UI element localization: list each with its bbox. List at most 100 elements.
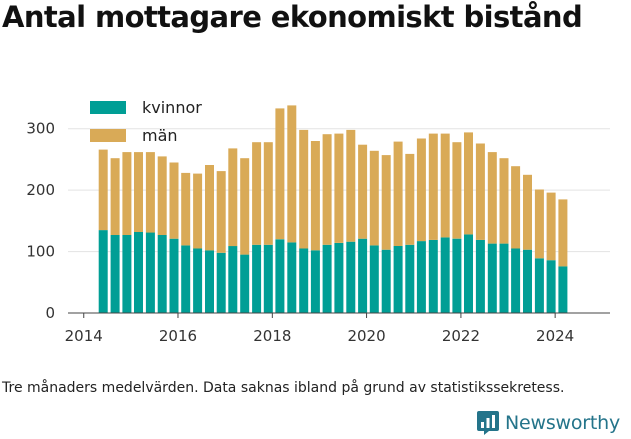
bar-kvinnor xyxy=(369,245,379,313)
bar-man xyxy=(416,138,426,242)
bar-kvinnor xyxy=(157,235,167,313)
x-tick-label: 2020 xyxy=(347,327,385,345)
bar-kvinnor xyxy=(252,244,262,313)
bar-kvinnor xyxy=(169,238,179,313)
x-tick-label: 2024 xyxy=(536,327,574,345)
bar-man xyxy=(346,129,356,242)
bar-man xyxy=(122,152,132,235)
bar-kvinnor xyxy=(475,239,485,313)
bar-man xyxy=(228,148,238,247)
bar-chart: 0 100 200 300 2014 2016 2018 2020 2022 2024 kvinn… xyxy=(26,98,610,345)
bar-man xyxy=(240,158,250,255)
bar-kvinnor xyxy=(346,241,356,313)
bar-man xyxy=(428,133,438,240)
bar-kvinnor xyxy=(134,231,143,313)
bar-kvinnor xyxy=(181,245,191,313)
y-tick-label: 0 xyxy=(45,304,55,322)
bar-man xyxy=(511,166,521,249)
brand-logo: Newsworthy xyxy=(476,408,620,438)
bar-man xyxy=(452,142,462,239)
y-tick-label: 200 xyxy=(26,181,55,199)
bar-kvinnor xyxy=(428,239,438,313)
bar-kvinnor xyxy=(205,250,214,313)
bar-kvinnor xyxy=(193,248,203,313)
bar-man xyxy=(310,141,320,251)
bar-man xyxy=(546,192,556,261)
bar-man xyxy=(393,141,403,246)
bar-man xyxy=(405,153,415,245)
bar-kvinnor xyxy=(98,230,108,313)
bar-man xyxy=(287,105,297,243)
bar-kvinnor xyxy=(499,243,509,313)
bar-man xyxy=(216,171,226,253)
bar-man xyxy=(181,172,191,246)
bar-kvinnor xyxy=(452,238,462,313)
bar-man xyxy=(475,143,485,240)
y-tick-label: 300 xyxy=(26,120,55,138)
bar-kvinnor xyxy=(263,244,273,313)
bar-kvinnor xyxy=(287,242,297,313)
bar-man xyxy=(263,142,273,245)
bar-kvinnor xyxy=(405,244,415,313)
newsworthy-logo-icon xyxy=(477,411,499,435)
legend-label-1: män xyxy=(142,126,178,145)
bar-man xyxy=(464,132,473,235)
legend-label-0: kvinnor xyxy=(142,98,202,117)
bar-kvinnor xyxy=(511,248,521,313)
bar-man xyxy=(381,155,391,250)
bar-kvinnor xyxy=(240,254,250,313)
bar-kvinnor xyxy=(381,249,391,313)
bar-man xyxy=(358,144,368,239)
chart-title: Antal mottagare ekonomiskt bistånd xyxy=(2,0,583,34)
bar-man xyxy=(275,108,285,240)
bar-man xyxy=(534,189,544,259)
legend: kvinnor män xyxy=(90,98,202,145)
y-tick-label: 100 xyxy=(26,243,55,261)
bar-man xyxy=(487,152,497,244)
bar-kvinnor xyxy=(122,235,132,313)
bar-kvinnor xyxy=(487,243,497,313)
bar-man xyxy=(558,199,568,267)
bar-kvinnor xyxy=(546,260,556,313)
bar-man xyxy=(98,149,108,231)
bar-kvinnor xyxy=(275,239,285,313)
bar-kvinnor xyxy=(310,250,320,313)
bar-kvinnor xyxy=(464,234,473,313)
legend-swatch-0 xyxy=(90,101,126,114)
x-tick-label: 2014 xyxy=(65,327,103,345)
bars xyxy=(98,105,568,313)
bar-man xyxy=(499,158,509,244)
bar-man xyxy=(440,133,450,238)
footnote: Tre månaders medelvärden. Data saknas ib… xyxy=(2,380,565,396)
x-tick-label: 2016 xyxy=(159,327,197,345)
bar-kvinnor xyxy=(228,246,238,313)
bar-man xyxy=(134,152,143,232)
bar-kvinnor xyxy=(334,243,344,313)
bar-kvinnor xyxy=(558,266,568,313)
bar-man xyxy=(322,134,332,245)
bar-kvinnor xyxy=(416,241,426,313)
bar-man xyxy=(334,133,344,243)
bar-kvinnor xyxy=(145,232,155,313)
bar-man xyxy=(205,165,214,251)
bar-kvinnor xyxy=(110,235,120,313)
bar-man xyxy=(157,156,167,235)
bar-kvinnor xyxy=(358,238,368,313)
bar-kvinnor xyxy=(216,252,226,313)
bar-man xyxy=(145,152,155,233)
bar-man xyxy=(252,142,262,245)
bar-kvinnor xyxy=(440,237,450,313)
bar-man xyxy=(169,162,179,239)
bar-man xyxy=(523,174,532,250)
bar-kvinnor xyxy=(299,248,309,313)
legend-swatch-1 xyxy=(90,129,126,142)
bar-man xyxy=(110,158,120,235)
bar-man xyxy=(193,173,203,249)
bar-kvinnor xyxy=(523,249,532,313)
brand-name: Newsworthy xyxy=(505,412,621,434)
bar-man xyxy=(299,129,309,249)
bar-kvinnor xyxy=(322,244,332,313)
x-tick-label: 2022 xyxy=(442,327,480,345)
x-tick-label: 2018 xyxy=(253,327,291,345)
bar-man xyxy=(369,150,379,246)
